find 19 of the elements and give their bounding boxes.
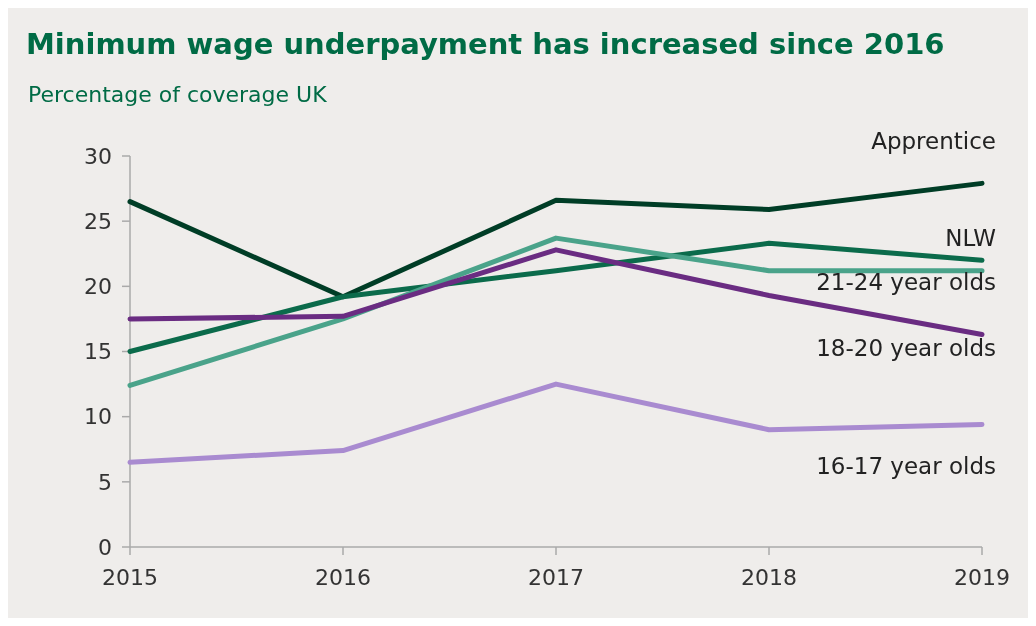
- y-tick-label: 20: [84, 274, 112, 300]
- x-tick-label: 2017: [528, 565, 584, 590]
- y-tick-label: 5: [98, 469, 112, 495]
- y-tick-label: 25: [84, 208, 112, 234]
- series-label: Apprentice: [871, 128, 996, 155]
- chart-subtitle: Percentage of coverage UK: [28, 82, 328, 107]
- chart-title: Minimum wage underpayment has increased since 2016: [26, 27, 945, 61]
- y-tick-label: 10: [84, 404, 112, 430]
- y-tick-label: 15: [84, 339, 112, 365]
- series-label: 21-24 year olds: [816, 268, 996, 295]
- series-label: NLW: [945, 225, 996, 252]
- series-label: 16-17 year olds: [816, 453, 996, 480]
- x-tick-label: 2018: [741, 565, 797, 590]
- y-tick-label: 30: [84, 143, 112, 169]
- x-tick-label: 2016: [315, 565, 371, 590]
- series-label: 18-20 year olds: [816, 334, 996, 361]
- y-tick-label: 0: [98, 534, 112, 560]
- x-tick-label: 2019: [954, 565, 1010, 590]
- x-tick-label: 2015: [102, 565, 158, 590]
